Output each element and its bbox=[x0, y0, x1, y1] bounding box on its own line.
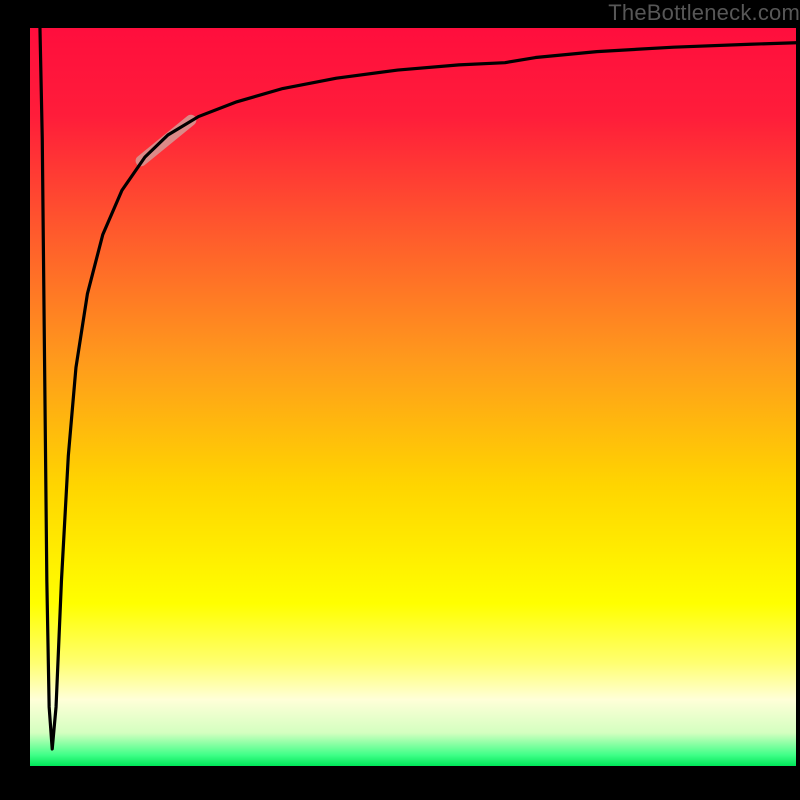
main-curve bbox=[40, 28, 796, 749]
plot-area bbox=[30, 28, 796, 766]
curve-layer bbox=[30, 28, 796, 766]
attribution-watermark: TheBottleneck.com bbox=[608, 0, 800, 26]
